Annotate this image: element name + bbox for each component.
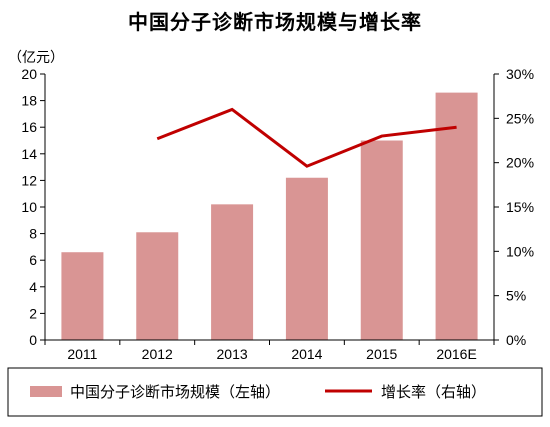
bar-2011 bbox=[61, 252, 104, 340]
x-tick-label: 2012 bbox=[142, 346, 173, 362]
left-tick-label: 4 bbox=[29, 279, 37, 295]
bar-2014 bbox=[285, 177, 328, 340]
legend-label-bar: 中国分子诊断市场规模（左轴） bbox=[70, 383, 280, 401]
left-tick-label: 0 bbox=[29, 332, 37, 348]
x-tick-label: 2014 bbox=[291, 346, 322, 362]
right-tick-label: 30% bbox=[506, 66, 534, 82]
growth-rate-line bbox=[156, 107, 457, 168]
right-tick-label: 15% bbox=[506, 199, 534, 215]
x-tick-label: 2013 bbox=[217, 346, 248, 362]
right-tick-label: 20% bbox=[506, 155, 534, 171]
x-tick-label: 2015 bbox=[366, 346, 397, 362]
chart-title: 中国分子诊断市场规模与增长率 bbox=[128, 10, 422, 34]
left-tick-label: 20 bbox=[21, 66, 37, 82]
bar-2015 bbox=[360, 140, 403, 340]
legend-box bbox=[7, 367, 543, 417]
x-tick-label: 2011 bbox=[67, 346, 97, 362]
y-unit-label: （亿元） bbox=[8, 50, 64, 66]
bars-group bbox=[61, 92, 478, 341]
left-tick-label: 6 bbox=[29, 252, 37, 268]
left-tick-label: 16 bbox=[21, 119, 37, 135]
legend-label-line: 增长率（右轴） bbox=[381, 383, 486, 401]
left-tick-label: 10 bbox=[21, 199, 37, 215]
left-tick-label: 14 bbox=[21, 146, 37, 162]
left-tick-label: 12 bbox=[21, 172, 37, 188]
growth-line-group bbox=[156, 107, 457, 168]
bar-2013 bbox=[211, 204, 254, 340]
right-tick-label: 5% bbox=[506, 288, 526, 304]
left-tick-label: 2 bbox=[29, 305, 37, 321]
bar-2016E bbox=[435, 92, 478, 341]
left-tick-label: 8 bbox=[29, 226, 37, 242]
legend: 中国分子诊断市场规模（左轴） 增长率（右轴） bbox=[7, 367, 543, 417]
right-tick-label: 0% bbox=[506, 332, 526, 348]
right-tick-label: 10% bbox=[506, 243, 534, 259]
axes-group: 0 2 4 6 8 10 12 14 16 18 20 0% 5% 10% 15% 20% 25% 30% 2011… bbox=[8, 50, 534, 362]
left-tick-label: 18 bbox=[21, 93, 37, 109]
right-tick-label: 25% bbox=[506, 110, 534, 126]
x-tick-label: 2016E bbox=[436, 346, 476, 362]
bar-2012 bbox=[136, 232, 179, 340]
legend-swatch-bar bbox=[30, 386, 62, 397]
